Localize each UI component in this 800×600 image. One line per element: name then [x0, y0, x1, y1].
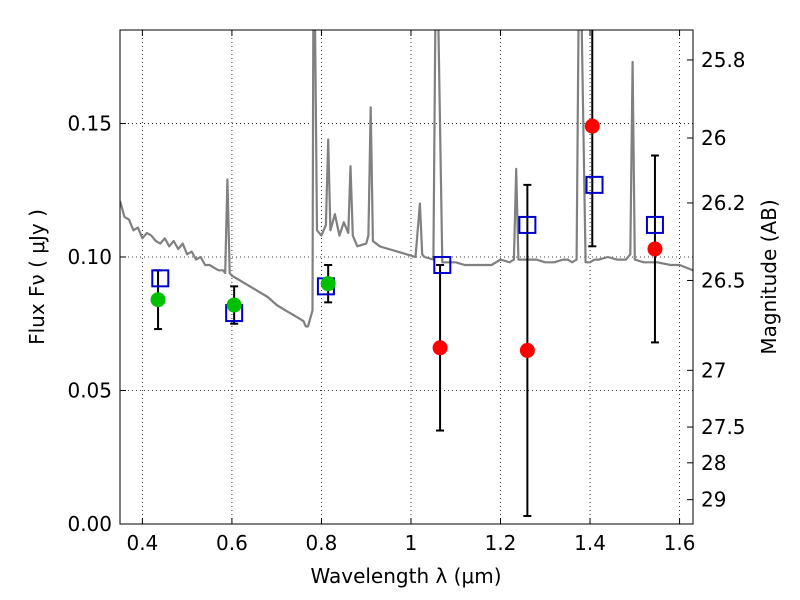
x-tick-label: 1.6: [664, 531, 696, 555]
x-tick-label: 1.2: [485, 531, 517, 555]
y-tick-label: 0.00: [67, 512, 112, 536]
data-point: [584, 118, 600, 134]
x-tick-label: 0.8: [306, 531, 338, 555]
y-tick-label: 0.10: [67, 245, 112, 269]
y2-axis-title: Magnitude (AB): [757, 199, 781, 354]
model-square-marker: [433, 255, 452, 274]
plot-area: [120, 30, 693, 524]
model-square-marker: [518, 215, 537, 234]
x-axis-title: Wavelength λ (μm): [310, 564, 501, 588]
data-point: [320, 276, 336, 292]
x-tick-label: 1: [405, 531, 418, 555]
y-axis-title: Flux Fν ( μJy ): [25, 209, 49, 345]
mag-tick-label: 29: [701, 488, 726, 512]
mag-tick-label: 26: [701, 126, 726, 150]
model-square-marker: [585, 175, 604, 194]
mag-tick-label: 26.5: [701, 268, 746, 292]
plot-frame: [119, 29, 694, 525]
data-point: [432, 340, 448, 356]
x-tick-label: 0.6: [216, 531, 248, 555]
data-point: [150, 292, 166, 308]
y-tick-label: 0.15: [67, 111, 112, 135]
x-tick-label: 1.4: [574, 531, 606, 555]
mag-tick-label: 27.5: [701, 415, 746, 439]
mag-tick-label: 27: [701, 358, 726, 382]
data-point: [226, 297, 242, 313]
y-tick-label: 0.05: [67, 378, 112, 402]
mag-tick-label: 26.2: [701, 191, 746, 215]
model-square-marker: [151, 269, 170, 288]
data-point: [519, 342, 535, 358]
spectrum-line: [120, 30, 693, 328]
data-point: [647, 241, 663, 257]
mag-tick-label: 25.8: [701, 48, 746, 72]
mag-tick-label: 28: [701, 451, 726, 475]
model-square-marker: [645, 215, 664, 234]
x-tick-label: 0.4: [126, 531, 158, 555]
